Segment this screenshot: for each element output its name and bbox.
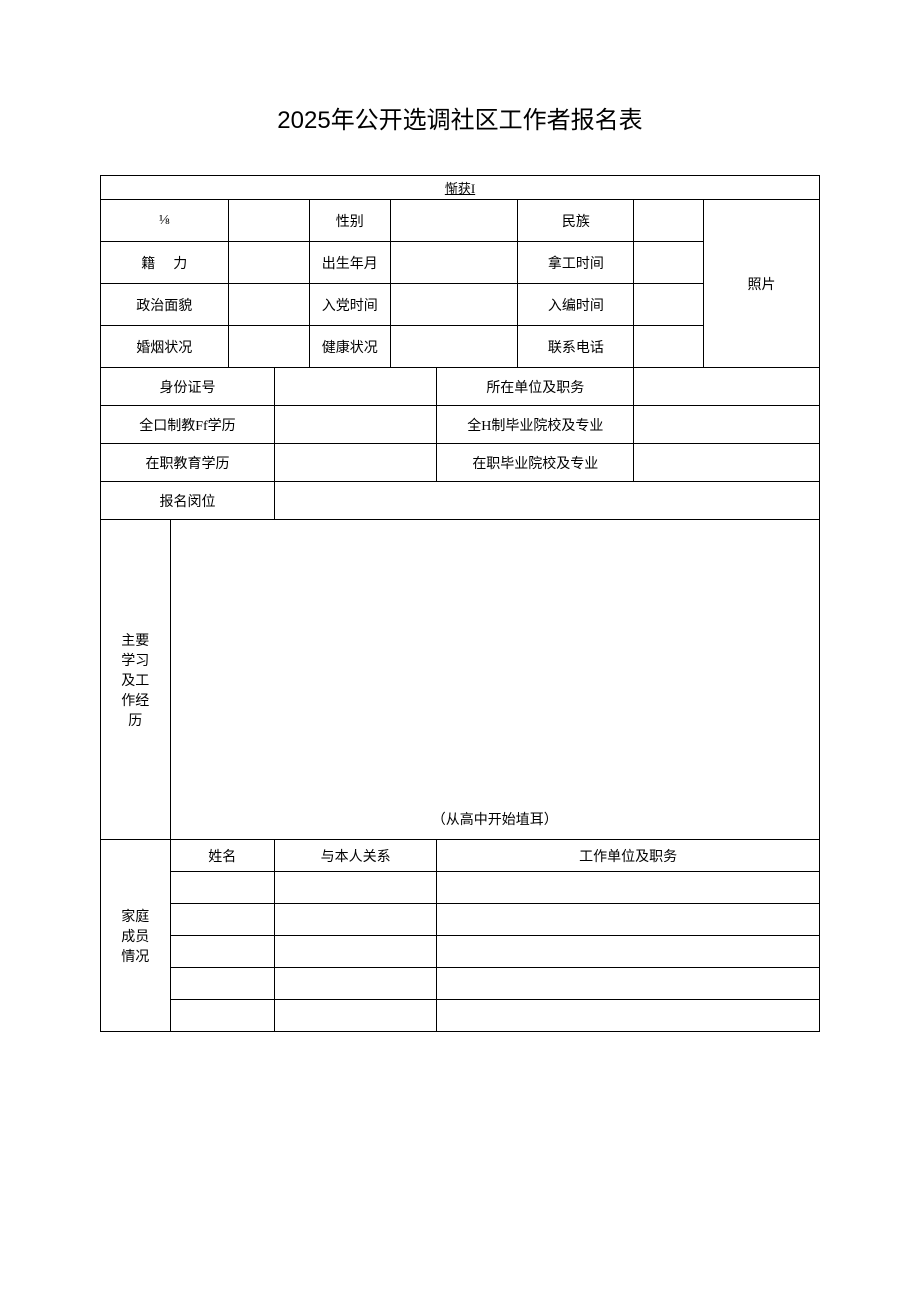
party-time-label: 入党时间 <box>309 284 390 326</box>
gender-value <box>390 200 518 242</box>
marital-value <box>228 326 309 368</box>
family-row-relation <box>274 1000 436 1032</box>
name-value <box>228 200 309 242</box>
history-label: 主要学习及工作经历 <box>101 520 171 840</box>
ethnicity-label: 民族 <box>518 200 634 242</box>
family-header-name: 姓名 <box>170 840 274 872</box>
fulltime-edu-value <box>274 406 436 444</box>
work-time-label: 拿工时间 <box>518 242 634 284</box>
family-row-unit <box>437 872 820 904</box>
onjob-school-label: 在职毕业院校及专业 <box>437 444 634 482</box>
work-time-value <box>634 242 704 284</box>
history-note: （从高中开始埴耳） <box>173 809 817 829</box>
apply-position-label: 报名闵位 <box>101 482 275 520</box>
family-row-unit <box>437 968 820 1000</box>
family-row-unit <box>437 1000 820 1032</box>
origin-label: 籍力 <box>101 242 229 284</box>
apply-position-value <box>274 482 819 520</box>
health-label: 健康状况 <box>309 326 390 368</box>
family-header-relation: 与本人关系 <box>274 840 436 872</box>
health-value <box>390 326 518 368</box>
registration-form-table: 惭获I ⅛ 性别 民族 照片 籍力 出生年月 拿工时间 政治面貌 入党时间 入编… <box>100 175 820 1032</box>
name-label: ⅛ <box>101 200 229 242</box>
unit-position-value <box>634 368 820 406</box>
origin-value <box>228 242 309 284</box>
family-header-unit: 工作单位及职务 <box>437 840 820 872</box>
fulltime-school-value <box>634 406 820 444</box>
onjob-school-value <box>634 444 820 482</box>
political-label: 政治面貌 <box>101 284 229 326</box>
id-number-value <box>274 368 436 406</box>
political-value <box>228 284 309 326</box>
ethnicity-value <box>634 200 704 242</box>
gender-label: 性别 <box>309 200 390 242</box>
family-row-unit <box>437 936 820 968</box>
id-number-label: 身份证号 <box>101 368 275 406</box>
family-row-name <box>170 872 274 904</box>
marital-label: 婚烟状况 <box>101 326 229 368</box>
onjob-edu-value <box>274 444 436 482</box>
birth-value <box>390 242 518 284</box>
top-label-cell: 惭获I <box>101 176 820 200</box>
history-content: （从高中开始埴耳） <box>170 520 819 840</box>
family-row-name <box>170 968 274 1000</box>
family-row-relation <box>274 968 436 1000</box>
family-row-unit <box>437 904 820 936</box>
fulltime-edu-label: 全口制教Ff学历 <box>101 406 275 444</box>
family-row-relation <box>274 904 436 936</box>
photo-cell: 照片 <box>703 200 819 368</box>
family-row-name <box>170 904 274 936</box>
fulltime-school-label: 全H制毕业院校及专业 <box>437 406 634 444</box>
family-row-relation <box>274 872 436 904</box>
family-row-name <box>170 936 274 968</box>
phone-value <box>634 326 704 368</box>
onjob-edu-label: 在职教育学历 <box>101 444 275 482</box>
family-row-relation <box>274 936 436 968</box>
unit-position-label: 所在单位及职务 <box>437 368 634 406</box>
phone-label: 联系电话 <box>518 326 634 368</box>
enroll-time-label: 入编时间 <box>518 284 634 326</box>
family-label: 家庭成员情况 <box>101 840 171 1032</box>
family-row-name <box>170 1000 274 1032</box>
enroll-time-value <box>634 284 704 326</box>
party-time-value <box>390 284 518 326</box>
birth-label: 出生年月 <box>309 242 390 284</box>
form-title: 2025年公开选调社区工作者报名表 <box>100 100 820 135</box>
